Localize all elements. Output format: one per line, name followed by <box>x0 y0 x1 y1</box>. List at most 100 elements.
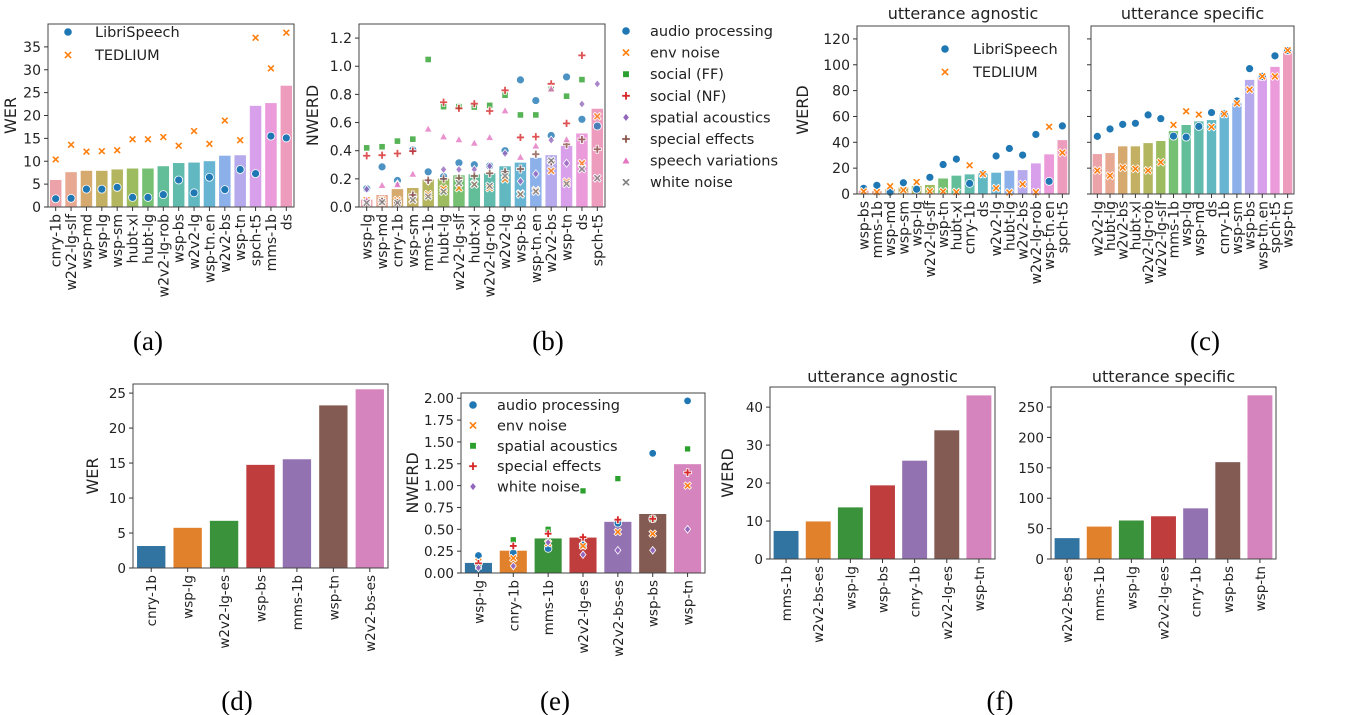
point-spatial-acoustics <box>684 445 692 453</box>
point-librispeech <box>1156 114 1166 124</box>
bar-wsp-tn <box>233 154 247 208</box>
y-tick-label: 2.00 <box>424 391 454 407</box>
x-tick-label: wsp-lg <box>360 214 376 259</box>
point-speech-variations <box>500 105 510 115</box>
x-tick-label: wsp-tn <box>233 214 249 261</box>
chart-panel-4: 0 5 10 15 20 25 cnry-1b wsp-lg w2v2-lg-es wsp-bs m… <box>83 383 389 652</box>
x-tick-label: cnry-1b <box>49 214 65 267</box>
legend-label: audio processing <box>497 398 620 414</box>
point-social-nf- <box>362 151 372 161</box>
point-librispeech <box>189 188 199 198</box>
legend-marker <box>622 70 630 78</box>
bar-wsp-bs <box>869 484 896 560</box>
point-librispeech <box>1004 144 1014 153</box>
bar-wsp-bs <box>1214 461 1242 560</box>
point-social-nf- <box>393 149 402 158</box>
point-tedlium <box>51 154 61 164</box>
x-tick-label: wsp-md <box>883 201 899 256</box>
axes-frame <box>358 23 606 208</box>
legend-label: spatial acoustics <box>650 110 771 126</box>
x-tick-label: w2v2-lg-rob <box>1029 201 1045 284</box>
point-tedlium <box>1130 164 1140 174</box>
point-librispeech <box>266 131 276 141</box>
x-tick-label: cnry-1b <box>506 580 522 631</box>
x-tick-label: wsp-lg <box>910 201 926 246</box>
point-white-noise <box>577 164 587 174</box>
point-librispeech <box>174 175 184 185</box>
point-social-nf- <box>562 118 571 128</box>
point-librispeech <box>1181 132 1191 142</box>
point-tedlium <box>1219 109 1229 119</box>
point-white-noise <box>485 181 495 191</box>
y-tick-label: 20 <box>109 421 126 437</box>
point-white-noise <box>546 155 556 166</box>
point-audio-processing <box>531 96 541 105</box>
legend-label: TEDLIUM <box>972 65 1038 81</box>
panel-caption: (a) <box>133 326 163 356</box>
x-tick-label: w2v2-bs <box>218 214 234 273</box>
legend-marker <box>621 177 631 187</box>
x-tick-label: mms-1b <box>1166 201 1182 259</box>
x-tick-label: wsp-lg <box>843 566 859 610</box>
x-tick-label: w2v2-bs <box>1116 201 1132 260</box>
chart-panel-3: w2v2-lghubt-lgw2v2-bshubt-xlw2v2-lg-robw… <box>1087 4 1297 284</box>
point-spatial-acoustics <box>516 176 525 186</box>
y-tick-label: 150 <box>1018 461 1044 477</box>
point-audio-processing <box>377 162 387 172</box>
bar-wsp-bs <box>245 464 276 569</box>
point-audio-processing <box>577 114 587 124</box>
point-librispeech <box>143 192 153 202</box>
bar-cnry-1b <box>136 545 167 569</box>
x-tick-label: spch-t5 <box>249 214 265 266</box>
x-tick-label: wsp-md <box>1192 201 1208 256</box>
y-tick-label: 25 <box>109 386 126 402</box>
point-special-effects <box>454 173 464 183</box>
x-tick-label: hubt-lg <box>437 214 453 264</box>
y-tick-label: 15 <box>109 456 126 472</box>
y-tick-label: 1.2 <box>330 31 352 47</box>
x-tick-label: hubt-xl <box>1128 201 1144 250</box>
point-tedlium <box>66 140 76 150</box>
point-social-ff- <box>578 76 586 84</box>
legend: audio processing env noise social (FF) soci… <box>621 24 778 191</box>
x-tick-label: mms-1b <box>264 214 280 272</box>
bar-w2v2-lg-es <box>1150 515 1177 560</box>
bar-mms-1b <box>281 458 312 569</box>
y-tick-label: 10 <box>109 491 126 507</box>
point-tedlium <box>1245 85 1255 95</box>
point-speech-variations <box>546 83 556 93</box>
legend-label: special effects <box>650 132 754 148</box>
legend-marker <box>469 442 477 450</box>
y-tick-label: 0.8 <box>330 87 352 103</box>
x-tick-label: hubt-xl <box>467 214 483 263</box>
legend-label: white noise <box>497 480 580 496</box>
x-tick-label: w2v2-lg-slf <box>1154 200 1170 278</box>
y-tick-label: 100 <box>1018 491 1044 507</box>
x-tick-label: wsp-lg <box>95 214 111 259</box>
bar-wsp-tn <box>1282 50 1294 195</box>
bar-mms-1b <box>1085 525 1113 560</box>
bar-wsp-tn.en <box>529 157 543 208</box>
point-librispeech <box>1044 176 1054 186</box>
point-special-effects <box>683 468 692 477</box>
y-tick-label: 250 <box>1018 400 1044 416</box>
bar-mms-1b <box>772 530 800 560</box>
legend-label: TEDLIUM <box>94 48 160 64</box>
bar-w2v2-bs-es <box>1053 537 1081 560</box>
legend: audio processing env noise spatial acousti… <box>468 398 620 496</box>
point-librispeech <box>205 172 214 182</box>
point-spatial-acoustics <box>562 158 571 168</box>
point-env-noise <box>592 111 602 121</box>
x-tick-label: wsp-tn.en <box>529 214 545 283</box>
x-tick-label: wsp-bs <box>876 566 892 613</box>
point-tedlium <box>1232 98 1242 108</box>
point-tedlium <box>1143 165 1153 176</box>
legend-label: LibriSpeech <box>95 25 180 41</box>
point-librispeech <box>281 133 291 143</box>
point-audio-processing <box>683 396 692 406</box>
point-tedlium <box>1057 148 1067 158</box>
y-tick-label: 5 <box>117 526 126 542</box>
bar-wsp-tn <box>965 394 993 560</box>
bar-wsp-tn.en <box>1043 153 1055 195</box>
